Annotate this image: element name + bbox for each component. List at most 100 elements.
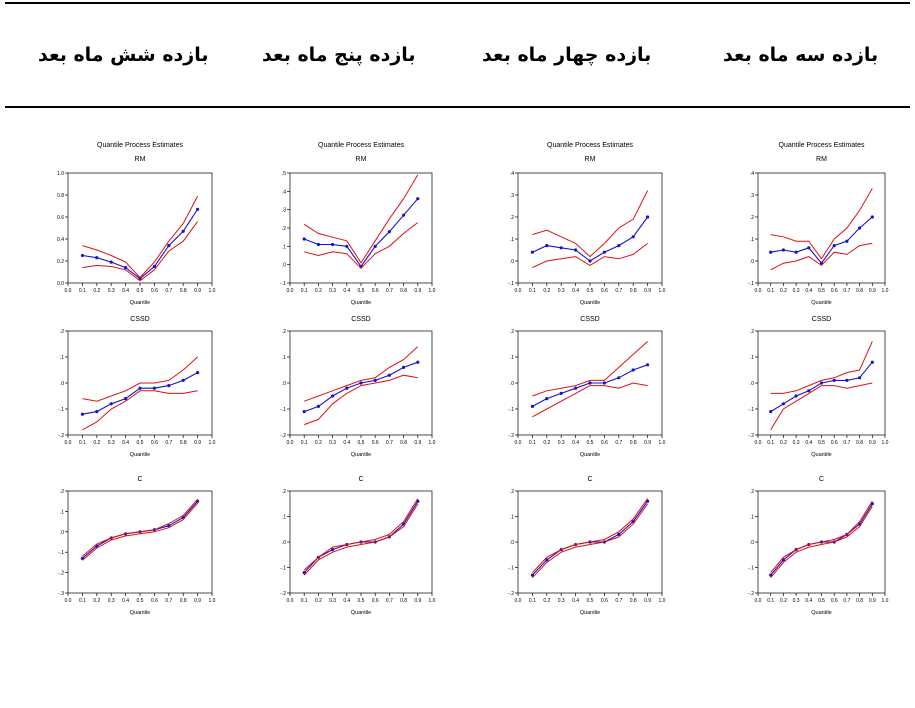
- estimate-point: [781, 248, 786, 252]
- x-tick-label: 0.0: [755, 288, 762, 294]
- estimate-point: [416, 197, 420, 201]
- x-tick-label: 0.7: [843, 288, 850, 294]
- upper-band-line: [303, 174, 419, 264]
- chart-title: Quantile Process Estimates: [547, 142, 633, 149]
- x-tick-label: 0.6: [831, 440, 838, 446]
- chart-title: C: [358, 476, 363, 483]
- y-tick-label: -.1: [58, 550, 64, 556]
- estimate-point: [80, 253, 84, 258]
- estimate-point: [316, 242, 320, 247]
- x-tick-label: 0.7: [843, 598, 850, 604]
- x-tick-label: 0.5: [358, 440, 365, 446]
- estimate-point: [152, 264, 156, 269]
- y-tick-label: 0.4: [57, 237, 64, 243]
- chart-title: Quantile Process Estimates: [318, 142, 404, 149]
- x-axis-label: Quantile: [580, 610, 601, 616]
- estimate-point: [631, 235, 635, 239]
- x-axis-label: Quantile: [811, 300, 832, 306]
- x-axis-label: Quantile: [580, 452, 601, 458]
- upper-band-line: [770, 341, 873, 394]
- y-tick-label: 0.2: [57, 259, 64, 265]
- estimate-point: [832, 244, 836, 248]
- x-tick-label: 0.9: [194, 440, 201, 446]
- estimate-point: [781, 402, 786, 406]
- estimate-point: [794, 250, 798, 254]
- y-tick-label: .1: [750, 355, 754, 361]
- header-six-month: بازده شش ماه بعد: [38, 44, 209, 66]
- chart-panel-0-2: Quantile Process Estimates RM -.1 .0 .1 .2 .3.…: [280, 142, 436, 306]
- y-tick-label: .2: [60, 489, 64, 495]
- y-tick-label: .2: [510, 215, 514, 221]
- x-tick-label: 0.8: [856, 440, 863, 446]
- estimate-point: [124, 397, 128, 401]
- estimate-point: [870, 215, 874, 219]
- chart-subtitle: RM: [135, 156, 146, 163]
- estimate-point: [152, 386, 156, 390]
- estimate-point: [345, 386, 349, 390]
- estimate-point: [781, 558, 786, 562]
- x-tick-label: 0.8: [180, 598, 187, 604]
- x-tick-label: 0.5: [818, 598, 825, 604]
- y-tick-label: -.1: [280, 566, 286, 572]
- estimate-line: [82, 208, 199, 280]
- x-tick-label: 0.1: [767, 440, 774, 446]
- x-tick-label: 0.1: [79, 288, 86, 294]
- y-tick-label: .2: [282, 226, 286, 232]
- y-tick-label: .0: [510, 381, 514, 387]
- y-tick-label: .0: [60, 530, 64, 536]
- x-tick-label: 0.9: [869, 288, 876, 294]
- x-tick-label: 0.0: [515, 440, 522, 446]
- estimate-point: [858, 226, 862, 230]
- x-tick-label: 0.9: [414, 598, 421, 604]
- chart-title: C: [137, 476, 142, 483]
- estimate-line: [770, 361, 873, 413]
- estimate-point: [331, 242, 335, 247]
- x-tick-label: 1.0: [659, 440, 666, 446]
- estimate-point: [559, 391, 563, 395]
- x-axis-label: Quantile: [130, 300, 151, 306]
- x-tick-label: 0.6: [151, 598, 158, 604]
- x-tick-label: 0.6: [831, 288, 838, 294]
- estimate-point: [631, 368, 635, 372]
- x-tick-label: 0.2: [93, 288, 100, 294]
- y-tick-label: .2: [510, 489, 514, 495]
- estimate-line: [303, 500, 419, 573]
- chart-panel-0-0: Quantile Process Estimates RM -.1 .0 .1 .2 .3.…: [748, 142, 889, 306]
- top-rule: [5, 2, 910, 4]
- x-tick-label: 1.0: [429, 288, 436, 294]
- estimate-point: [109, 260, 113, 264]
- x-tick-label: 0.0: [287, 440, 294, 446]
- y-tick-label: .0: [510, 259, 514, 265]
- x-tick-label: 0.0: [287, 288, 294, 294]
- header-three-month: بازده سه ماه بعد: [723, 44, 879, 66]
- x-axis-label: Quantile: [811, 452, 832, 458]
- x-tick-label: 0.6: [601, 598, 608, 604]
- estimate-point: [602, 381, 607, 385]
- x-tick-label: 0.2: [543, 598, 550, 604]
- x-tick-label: 0.0: [65, 598, 72, 604]
- x-tick-label: 0.5: [818, 288, 825, 294]
- x-tick-label: 0.5: [358, 598, 365, 604]
- y-tick-label: -.2: [748, 433, 754, 439]
- y-tick-label: .1: [510, 355, 514, 361]
- estimate-line: [532, 500, 649, 576]
- y-tick-label: .4: [282, 189, 286, 195]
- y-tick-label: .4: [750, 171, 754, 177]
- x-tick-label: 0.8: [400, 288, 407, 294]
- chart-title: CSSD: [580, 316, 599, 323]
- x-tick-label: 0.1: [301, 598, 308, 604]
- x-tick-label: 0.8: [630, 598, 637, 604]
- estimate-point: [530, 404, 535, 408]
- x-tick-label: 1.0: [659, 598, 666, 604]
- y-tick-label: .4: [510, 171, 514, 177]
- estimate-point: [138, 277, 142, 281]
- y-tick-label: .1: [282, 244, 286, 250]
- x-axis-label: Quantile: [580, 300, 601, 306]
- upper-band-line: [82, 195, 199, 279]
- upper-band-line: [532, 190, 649, 258]
- estimate-point: [387, 230, 391, 234]
- x-tick-label: 0.7: [386, 598, 393, 604]
- y-tick-label: .3: [282, 208, 286, 214]
- x-tick-label: 0.9: [194, 598, 201, 604]
- estimate-point: [574, 248, 578, 252]
